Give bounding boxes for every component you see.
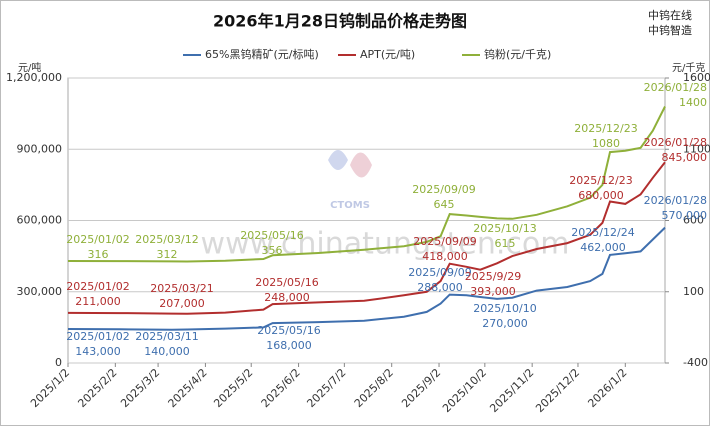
annotation-value: 211,000 [75,295,121,308]
annotation-value: 1400 [679,96,707,109]
annotation-date: 2025/09/09 [408,266,471,279]
annotation-value: 570,000 [662,209,708,222]
logo: CTOMS [328,150,372,211]
legend-label: 钨粉(元/千克) [484,48,551,61]
y-tick-label: 300,000 [17,285,63,298]
annotation-date: 2025/09/09 [413,235,476,248]
y-tick-label: 900,000 [17,142,63,155]
annotation-value: 168,000 [266,339,312,352]
y-axis-label: 元/吨 [18,61,41,74]
annotation-value: 845,000 [662,151,708,164]
annotation-date: 2026/01/28 [644,81,707,94]
annotation-value: 288,000 [417,281,463,294]
annotation-date: 2025/05/16 [240,229,303,242]
y-tick-label: 600,000 [17,214,63,227]
annotation-value: 418,000 [422,250,468,263]
annotation-date: 2025/12/23 [574,122,637,135]
annotation-value: 270,000 [482,317,528,330]
annotation-value: 615 [495,237,516,250]
legend-label: 65%黑钨精矿(元/标吨) [205,47,319,61]
y2-tick-label: 600 [683,214,704,227]
annotation-date: 2025/01/02 [66,330,129,343]
annotation-date: 2025/12/23 [569,174,632,187]
annotation-date: 2025/05/16 [255,276,318,289]
annotation-value: 248,000 [264,291,310,304]
annotation-value: 356 [262,244,283,257]
y-tick-label: 1,200,000 [6,71,62,84]
annotation-date: 2025/03/12 [135,233,198,246]
y2-tick-label: 1100 [683,142,710,155]
y2-tick-label: 1600 [683,71,710,84]
annotation-date: 2026/01/28 [644,136,707,149]
brand: 中钨在线 [648,8,692,22]
annotation-date: 2025/12/24 [571,226,634,239]
annotation-date: 2025/01/02 [66,280,129,293]
series-line [67,161,666,315]
annotation-value: 140,000 [144,345,190,358]
annotation-date: 2025/01/02 [66,233,129,246]
watermark: www.chinatungsten.com [201,227,570,262]
annotation-value: 207,000 [159,297,205,310]
series-line [67,226,666,331]
annotation-value: 680,000 [578,189,624,202]
annotation-date: 2026/01/28 [644,194,707,207]
y2-tick-label: -400 [683,356,708,369]
legend-label: APT(元/吨) [360,48,415,61]
brand: 中钨智造 [648,23,692,37]
chart-title: 2026年1月28日钨制品价格走势图 [213,12,467,31]
annotation-value: 143,000 [75,345,121,358]
y-tick-label: 0 [55,356,62,369]
annotation-date: 2025/9/29 [465,270,521,283]
annotation-date: 2025/03/11 [135,330,198,343]
annotation-value: 316 [88,248,109,261]
annotation-date: 2025/09/09 [412,183,475,196]
annotation-date: 2025/10/13 [473,222,536,235]
logo-text: CTOMS [330,200,370,211]
y2-axis-label: 元/千克 [672,62,705,74]
y2-tick-label: 100 [683,285,704,298]
annotation-date: 2025/05/16 [257,324,320,337]
annotation-value: 393,000 [470,285,516,298]
annotation-value: 1080 [592,137,620,150]
series-line [67,106,666,263]
annotation-value: 312 [157,248,178,261]
annotation-date: 2025/10/10 [473,302,536,315]
annotation-date: 2025/03/21 [150,282,213,295]
annotation-value: 462,000 [580,241,626,254]
annotation-value: 645 [434,198,455,211]
